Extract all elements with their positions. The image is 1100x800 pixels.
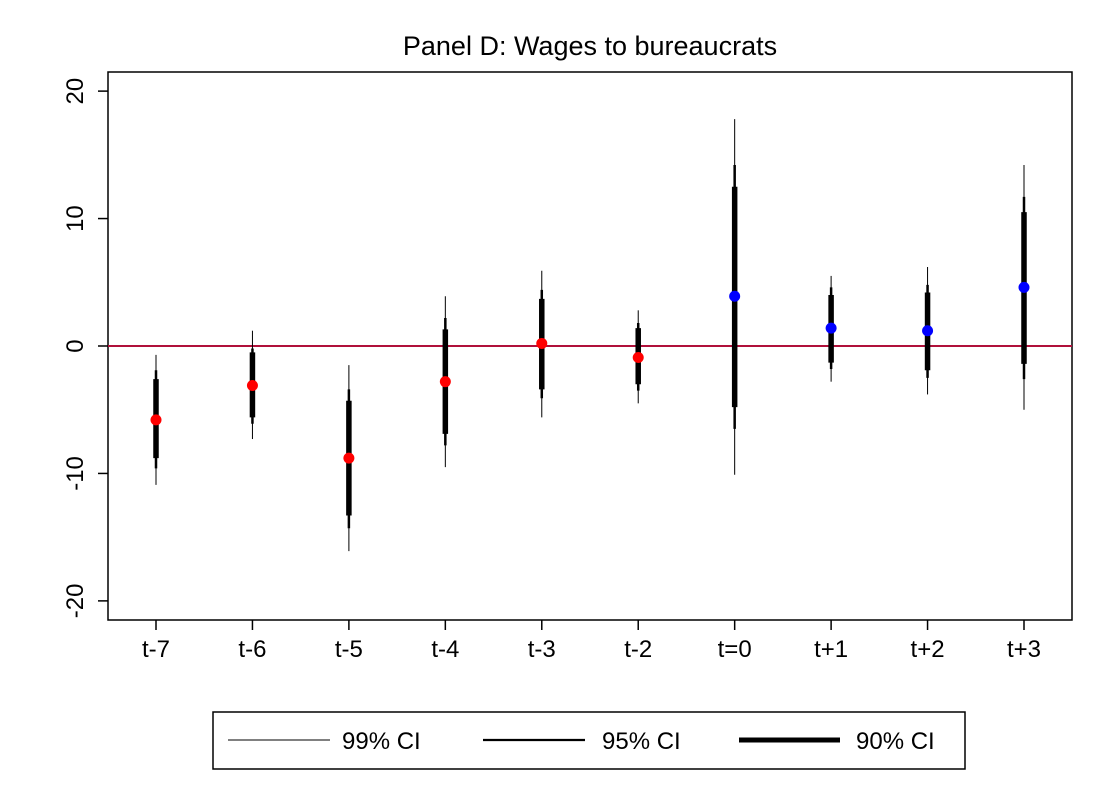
legend-label-99: 99% CI — [342, 728, 421, 755]
y-tick-label: 10 — [62, 205, 89, 232]
x-tick-label: t-5 — [335, 636, 363, 663]
legend: 99% CI 95% CI 90% CI — [212, 711, 966, 770]
y-tick-label: 0 — [62, 339, 89, 352]
post-period-estimate-point — [825, 322, 837, 334]
post-period-estimate-point — [922, 325, 934, 337]
confidence-intervals — [153, 119, 1027, 552]
pre-period-estimate-point — [632, 351, 644, 363]
pre-period-estimate-point — [343, 452, 355, 464]
x-axis: t-7 t-6 t-5 t-4 t-3 t-2 t=0 t+1 t+2 t+3 — [142, 620, 1041, 663]
legend-label-95: 95% CI — [602, 728, 681, 755]
x-tick-label: t-2 — [624, 636, 652, 663]
y-tick-label: -20 — [62, 584, 89, 619]
x-tick-label: t-6 — [238, 636, 266, 663]
x-tick-label: t=0 — [718, 636, 752, 663]
x-tick-label: t-7 — [142, 636, 170, 663]
chart-title: Panel D: Wages to bureaucrats — [403, 31, 777, 61]
y-tick-label: -10 — [62, 456, 89, 491]
x-tick-label: t+2 — [911, 636, 945, 663]
y-tick-label: 20 — [62, 78, 89, 105]
y-axis: -20 -10 0 10 20 — [62, 78, 108, 618]
post-period-estimate-point — [1018, 281, 1030, 293]
pre-period-estimate-point — [246, 380, 258, 392]
pre-period-estimate-point — [536, 337, 548, 349]
x-tick-label: t-3 — [528, 636, 556, 663]
x-tick-label: t-4 — [431, 636, 459, 663]
x-tick-label: t+3 — [1007, 636, 1041, 663]
x-tick-label: t+1 — [814, 636, 848, 663]
point-estimates — [150, 281, 1030, 464]
legend-label-90: 90% CI — [856, 728, 935, 755]
pre-period-estimate-point — [150, 414, 162, 426]
pre-period-estimate-point — [439, 376, 451, 388]
post-period-estimate-point — [729, 290, 741, 302]
